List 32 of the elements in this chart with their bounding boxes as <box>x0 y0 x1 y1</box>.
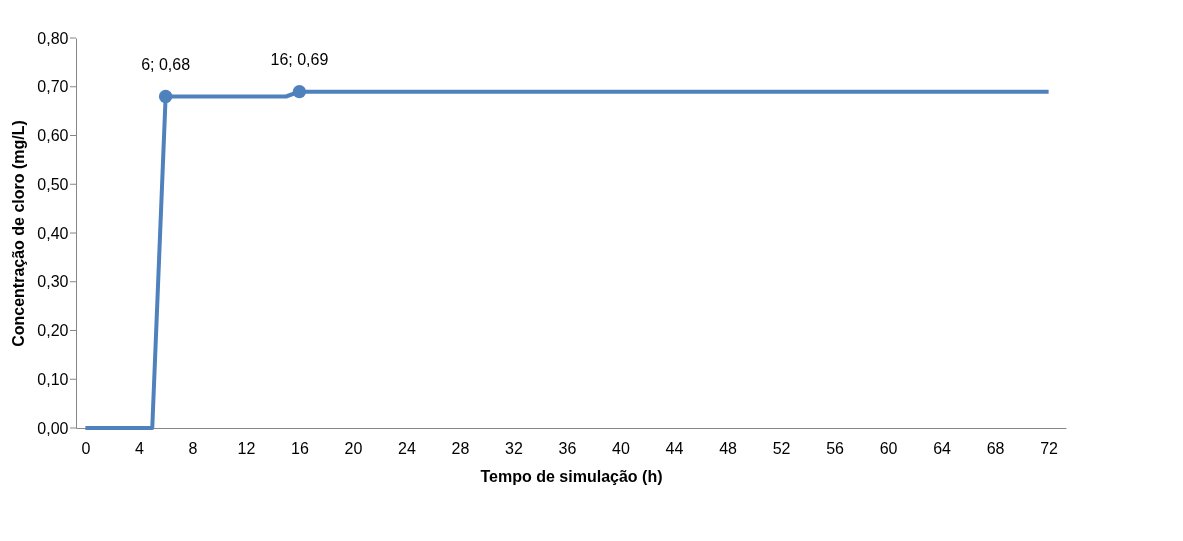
x-tick-label: 8 <box>188 439 198 457</box>
annotation: 6; 0,68 <box>141 55 191 73</box>
y-tick-label: 0,10 <box>37 370 69 388</box>
x-tick-label: 60 <box>879 439 898 457</box>
x-axis-title: Tempo de simulação (h) <box>480 467 663 485</box>
x-tick-label: 28 <box>451 439 470 457</box>
x-tick-label: 16 <box>291 439 309 457</box>
x-tick-label: 32 <box>505 439 523 457</box>
y-tick-label: 0,40 <box>37 224 69 242</box>
x-tick-label: 44 <box>665 439 684 457</box>
x-tick-label: 72 <box>1040 439 1059 457</box>
x-tick-label: 24 <box>398 439 416 457</box>
x-tick-label: 68 <box>986 439 1005 457</box>
x-tick-label: 36 <box>558 439 577 457</box>
y-tick-label: 0,70 <box>37 78 69 96</box>
x-tick-label: 64 <box>933 439 952 457</box>
x-tick-label: 4 <box>134 439 144 457</box>
y-tick-label: 0,20 <box>37 322 69 339</box>
y-axis-title: Concentração de cloro (mg/L) <box>10 120 28 347</box>
x-tick-label: 40 <box>612 439 630 457</box>
x-tick-label: 12 <box>237 439 256 457</box>
y-tick-label: 0,30 <box>37 273 69 291</box>
x-tick-label: 56 <box>826 439 845 457</box>
annotation: 16; 0,69 <box>270 50 329 68</box>
y-tick-label: 0,60 <box>37 127 69 144</box>
x-tick-label: 48 <box>719 439 738 457</box>
y-tick-label: 0,50 <box>37 175 69 193</box>
y-tick-label: 0,80 <box>37 29 69 47</box>
y-tick-label: 0,00 <box>37 419 69 437</box>
x-tick-label: 52 <box>772 439 791 457</box>
x-tick-label: 20 <box>344 439 363 457</box>
x-tick-label: 0 <box>81 439 91 457</box>
